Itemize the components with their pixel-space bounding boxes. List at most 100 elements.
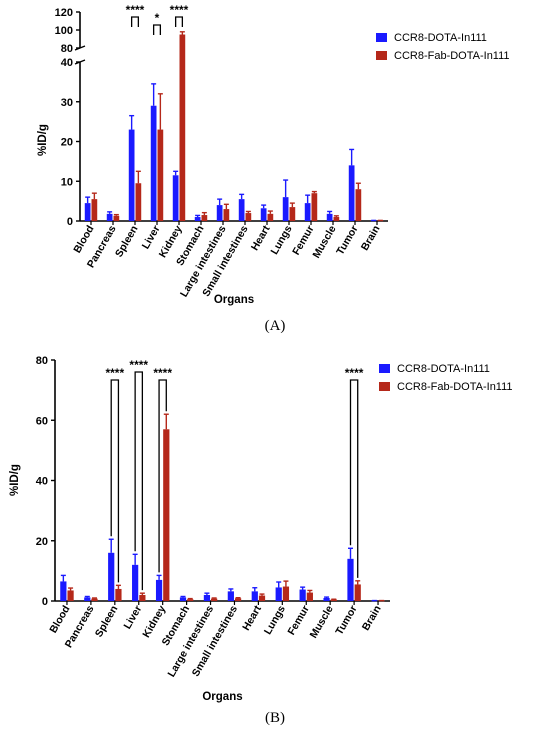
x-tick-label: Tumor: [333, 604, 359, 638]
panel-label: (B): [265, 710, 285, 726]
x-tick-label: Lungs: [262, 603, 288, 636]
bar-ccr8-fab-dota: [234, 598, 242, 601]
x-tick-label: Tumor: [334, 224, 360, 258]
legend-label: CCR8-Fab-DOTA-In111: [397, 381, 513, 393]
x-axis-label: Organs: [202, 691, 242, 703]
y-tick-label: 100: [55, 25, 73, 37]
bar-ccr8-fab-dota: [223, 209, 230, 221]
bar-ccr8-dota: [203, 594, 211, 601]
bar-ccr8-dota: [304, 203, 311, 221]
y-tick-label: 20: [61, 137, 73, 149]
bar-ccr8-fab-dota: [91, 598, 98, 601]
bar-ccr8-fab-dota: [91, 199, 98, 221]
significance-label: ****: [126, 3, 145, 17]
chart-panel-a: 01020304080100120%ID/gBloodPancreasSplee…: [37, 3, 510, 334]
significance-label: ****: [345, 366, 364, 380]
significance-label: ****: [129, 358, 148, 372]
bar-ccr8-fab-dota: [139, 594, 146, 601]
bar-ccr8-dota: [128, 129, 135, 221]
bar-ccr8-fab-dota: [179, 34, 186, 221]
bar-ccr8-fab-dota: [355, 189, 362, 221]
bar-ccr8-fab-dota: [187, 599, 194, 601]
bar-ccr8-dota: [179, 597, 187, 601]
bar-ccr8-fab-dota: [245, 213, 252, 221]
y-tick-label: 120: [55, 7, 73, 19]
legend-swatch: [376, 33, 387, 42]
x-tick-label: Spleen: [93, 604, 121, 640]
bar-ccr8-fab-dota: [113, 215, 120, 221]
legend-label: CCR8-DOTA-In111: [397, 363, 490, 375]
bar-ccr8-fab-dota: [289, 207, 296, 221]
bar-ccr8-dota: [348, 165, 355, 221]
y-tick-label: 30: [61, 97, 73, 109]
bar-ccr8-fab-dota: [135, 183, 142, 221]
significance-bracket: [158, 379, 167, 573]
y-axis-label: %ID/g: [9, 464, 21, 496]
bar-ccr8-fab-dota: [267, 213, 274, 221]
bar-ccr8-dota: [227, 591, 234, 601]
x-tick-label: Brain: [359, 224, 383, 253]
x-tick-label: Liver: [121, 604, 144, 632]
bar-ccr8-dota: [238, 199, 245, 221]
bar-ccr8-dota: [172, 175, 179, 221]
bar-ccr8-dota: [251, 591, 258, 601]
y-tick-label: 60: [36, 415, 48, 427]
x-tick-label: Liver: [140, 224, 163, 252]
significance-label: ****: [105, 366, 124, 380]
y-tick-label: 40: [36, 476, 48, 488]
bar-ccr8-fab-dota: [311, 193, 318, 221]
bar-ccr8-dota: [194, 217, 201, 221]
bar-ccr8-dota: [106, 213, 113, 221]
legend-swatch: [379, 364, 390, 373]
legend-label: CCR8-Fab-DOTA-In111: [394, 50, 510, 62]
significance-bracket: [134, 371, 144, 591]
bar-ccr8-fab-dota: [163, 429, 170, 601]
significance-bracket: [349, 379, 359, 578]
bar-ccr8-dota: [84, 597, 91, 601]
significance-label: ****: [153, 366, 172, 380]
significance-bracket: [110, 379, 120, 583]
y-tick-label: 40: [61, 57, 73, 69]
bar-ccr8-fab-dota: [282, 586, 290, 601]
bar-ccr8-dota: [282, 197, 289, 221]
legend-swatch: [379, 382, 390, 391]
x-axis-label: Organs: [214, 294, 254, 306]
significance-bracket: [130, 16, 140, 27]
x-tick-label: Muscle: [308, 603, 336, 640]
bar-ccr8-fab-dota: [201, 215, 208, 221]
significance-label: ****: [170, 3, 189, 17]
legend-label: CCR8-DOTA-In111: [394, 32, 487, 44]
significance-bracket: [152, 24, 162, 35]
bar-ccr8-fab-dota: [354, 584, 361, 601]
x-tick-label: Blood: [47, 604, 72, 636]
bar-ccr8-dota: [60, 581, 67, 601]
legend-swatch: [376, 51, 387, 60]
bar-ccr8-fab-dota: [306, 592, 313, 601]
bar-ccr8-dota: [323, 597, 330, 601]
y-tick-label: 20: [36, 536, 48, 548]
y-tick-label: 10: [61, 176, 73, 188]
bar-ccr8-dota: [347, 558, 354, 601]
bar-ccr8-fab-dota: [157, 129, 164, 221]
bar-ccr8-dota: [216, 205, 223, 221]
bar-ccr8-dota: [275, 587, 282, 601]
x-tick-label: Heart: [240, 603, 264, 633]
y-tick-label: 80: [61, 43, 73, 55]
panel-label: (A): [265, 318, 286, 334]
significance-bracket: [174, 16, 184, 27]
y-tick-label: 0: [67, 216, 73, 228]
bar-ccr8-fab-dota: [115, 588, 122, 601]
y-tick-label: 80: [36, 355, 48, 367]
y-axis-label: %ID/g: [37, 124, 49, 156]
bar-ccr8-dota: [260, 208, 267, 221]
bar-ccr8-dota: [299, 589, 306, 601]
bar-ccr8-fab-dota: [333, 217, 340, 221]
bar-ccr8-fab-dota: [258, 595, 266, 601]
bar-ccr8-dota: [150, 105, 157, 221]
bar-ccr8-dota: [84, 203, 91, 221]
y-tick-label: 0: [42, 596, 48, 608]
bar-ccr8-dota: [132, 564, 139, 601]
significance-label: *: [155, 11, 160, 25]
